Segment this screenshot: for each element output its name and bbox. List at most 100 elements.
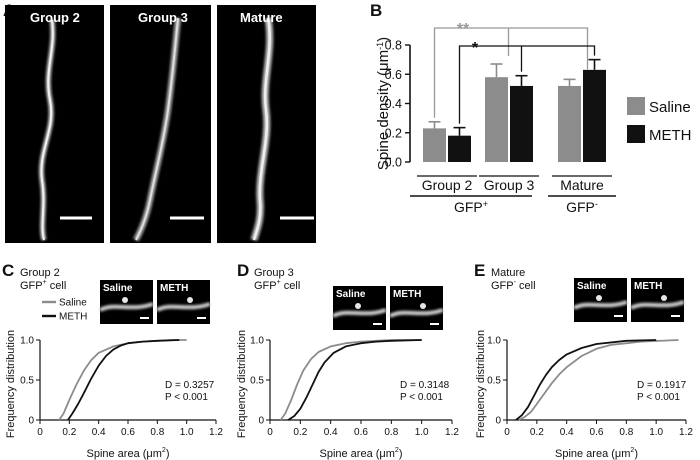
x-category-label: Group 2 bbox=[422, 177, 473, 193]
y-axis-title: Frequency distribution bbox=[475, 330, 487, 438]
legend-swatch-meth bbox=[627, 125, 645, 143]
x-tick-label: 0.2 bbox=[530, 427, 544, 438]
micrograph-label-mature: Mature bbox=[240, 10, 283, 25]
panel-letter-c: C bbox=[2, 261, 14, 280]
x-tick-label: 0.8 bbox=[384, 427, 398, 438]
cdf-line-meth bbox=[515, 339, 657, 421]
micrograph-label-group-3: Group 3 bbox=[138, 10, 188, 25]
thumb-spine bbox=[596, 295, 602, 301]
x-tick-label: 0.6 bbox=[590, 427, 604, 438]
legend-label-meth: METH bbox=[59, 312, 87, 323]
x-tick-label: 0.2 bbox=[293, 427, 307, 438]
x-tick-label: 0.8 bbox=[150, 427, 164, 438]
thumb-meth bbox=[631, 278, 684, 322]
super-group-label: GFP+ bbox=[454, 199, 488, 215]
stat-p: P < 0.001 bbox=[165, 392, 208, 403]
significance-marker-black: * bbox=[472, 40, 479, 57]
y-tick-label: 1.0 bbox=[250, 336, 264, 347]
y-tick-label: 0.4 bbox=[385, 97, 402, 111]
y-tick-label: 0.0 bbox=[385, 156, 402, 170]
x-tick-label: 1.0 bbox=[180, 427, 194, 438]
stat-d: D = 0.1917 bbox=[637, 380, 687, 391]
thumb-dendrite bbox=[156, 302, 211, 312]
thumb-spine bbox=[420, 303, 426, 309]
legend-label-meth: METH bbox=[649, 127, 692, 144]
y-axis-title: Frequency distribution bbox=[236, 330, 248, 438]
micrograph-mature: Mature bbox=[217, 5, 316, 243]
x-tick-label: 0.6 bbox=[354, 427, 368, 438]
stat-d: D = 0.3148 bbox=[400, 380, 450, 391]
thumb-spine bbox=[122, 297, 128, 303]
chart-subtitle: GFP+ cell bbox=[254, 279, 300, 292]
micrograph-group-2: Group 2 bbox=[5, 5, 104, 243]
significance-bracket-black bbox=[458, 45, 596, 124]
stat-d: D = 0.3257 bbox=[165, 380, 215, 391]
thumb-spine bbox=[661, 295, 667, 301]
significance-bracket-gray bbox=[433, 27, 589, 118]
thumb-label: METH bbox=[160, 283, 188, 294]
panel-letter-e: E bbox=[474, 261, 485, 280]
y-tick-label: 0.8 bbox=[385, 39, 402, 53]
thumb-label: Saline bbox=[336, 289, 366, 300]
bar-saline-group-2 bbox=[423, 128, 446, 162]
panel-letter-d: D bbox=[237, 261, 249, 280]
y-axis-title: Spine density (μm-1) bbox=[375, 37, 392, 170]
thumb-dendrite bbox=[630, 300, 685, 310]
x-tick-label: 0 bbox=[267, 427, 273, 438]
y-tick-label: 0.5 bbox=[20, 376, 34, 387]
x-axis-title: Spine area (μm2) bbox=[86, 447, 169, 460]
thumb-label: METH bbox=[634, 281, 662, 292]
x-axis-title: Spine area (μm2) bbox=[319, 447, 402, 460]
cdf-line-meth bbox=[67, 339, 180, 421]
x-axis-title: Spine area (μm2) bbox=[555, 447, 638, 460]
x-tick-label: 1.2 bbox=[679, 427, 693, 438]
chart-title: Group 2 bbox=[20, 267, 60, 279]
stat-p: P < 0.001 bbox=[400, 392, 443, 403]
panel-letter-b: B bbox=[370, 1, 382, 20]
micrograph-group-3: Group 3 bbox=[110, 5, 211, 243]
thumb-dendrite bbox=[573, 300, 628, 310]
y-tick-label: 0.5 bbox=[250, 376, 264, 387]
stat-p: P < 0.001 bbox=[637, 392, 680, 403]
thumb-spine bbox=[355, 303, 361, 309]
chart-subtitle: GFP- cell bbox=[491, 279, 536, 292]
bar-meth-group-3 bbox=[510, 85, 533, 162]
micrograph-label-group-2: Group 2 bbox=[30, 10, 80, 25]
y-tick-label: 0.2 bbox=[385, 126, 402, 140]
x-tick-label: 0.6 bbox=[121, 427, 135, 438]
y-tick-label: 0 bbox=[258, 416, 264, 427]
bar-meth-mature bbox=[583, 69, 606, 162]
x-tick-label: 0.4 bbox=[560, 427, 574, 438]
x-tick-label: 1.2 bbox=[209, 427, 223, 438]
thumb-dendrite bbox=[332, 308, 387, 318]
thumb-label: Saline bbox=[103, 283, 133, 294]
super-group-label: GFP- bbox=[566, 199, 598, 215]
x-tick-label: 1.0 bbox=[415, 427, 429, 438]
thumb-dendrite bbox=[389, 308, 444, 318]
x-tick-label: 0 bbox=[504, 427, 510, 438]
legend-swatch-saline bbox=[627, 97, 645, 115]
thumb-label: Saline bbox=[577, 281, 607, 292]
x-tick-label: 0 bbox=[37, 427, 43, 438]
bar-meth-group-2 bbox=[448, 135, 471, 162]
x-tick-label: 0.2 bbox=[62, 427, 76, 438]
y-tick-label: 1.0 bbox=[487, 336, 501, 347]
thumb-meth bbox=[157, 280, 210, 324]
x-tick-label: 0.4 bbox=[324, 427, 338, 438]
y-tick-label: 0.5 bbox=[487, 376, 501, 387]
legend-label-saline: Saline bbox=[59, 298, 87, 309]
bar-saline-group-3 bbox=[485, 77, 508, 162]
y-tick-label: 1.0 bbox=[20, 336, 34, 347]
significance-marker-gray: ** bbox=[457, 21, 470, 38]
x-tick-label: 0.8 bbox=[619, 427, 633, 438]
thumb-label: METH bbox=[393, 289, 421, 300]
thumb-spine bbox=[187, 297, 193, 303]
thumb-meth bbox=[390, 286, 443, 330]
y-tick-label: 0 bbox=[28, 416, 34, 427]
legend-label-saline: Saline bbox=[649, 99, 691, 116]
x-category-label: Group 3 bbox=[484, 177, 535, 193]
